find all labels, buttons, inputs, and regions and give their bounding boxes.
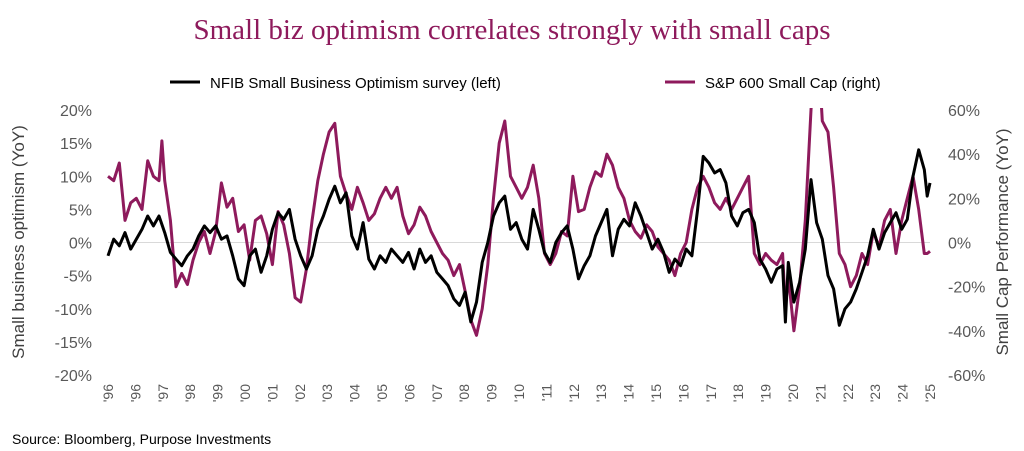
source-note: Source: Bloomberg, Purpose Investments (12, 431, 272, 447)
legend-nfib-label: NFIB Small Business Optimism survey (lef… (210, 75, 501, 92)
x-tick-label: '19 (758, 384, 774, 402)
x-tick-label: '97 (155, 384, 171, 402)
x-tick-label: '00 (237, 384, 253, 402)
legend-sp600-label: S&P 600 Small Cap (right) (705, 75, 881, 92)
left-tick-label: 0% (69, 236, 92, 253)
left-tick-label: -5% (64, 269, 92, 286)
left-tick-label: 20% (60, 103, 92, 120)
chart-title: Small biz optimism correlates strongly w… (193, 14, 831, 46)
x-tick-label: '24 (895, 384, 911, 402)
x-tick-label: '18 (730, 384, 746, 402)
x-tick-label: '07 (429, 384, 445, 402)
x-tick-label: '14 (621, 384, 637, 402)
left-tick-label: -20% (55, 368, 92, 385)
x-tick-label: '17 (703, 384, 719, 402)
x-tick-label: '04 (347, 384, 363, 402)
left-tick-label: 5% (69, 202, 92, 219)
left-tick-label: -10% (55, 302, 92, 319)
x-tick-label: '12 (566, 384, 582, 402)
left-axis-label: Small business optimism (YoY) (9, 125, 28, 359)
left-axis: 20% 15% 10% 5% 0% -5% -10% -15% -20% (55, 103, 92, 385)
x-tick-label: '23 (867, 384, 883, 402)
x-tick-label: '21 (812, 384, 828, 402)
x-tick-label: '11 (538, 384, 554, 401)
left-tick-label: 10% (60, 169, 92, 186)
x-tick-label: '96 (127, 384, 143, 402)
x-tick-label: '03 (319, 384, 335, 402)
x-tick-label: '98 (182, 384, 198, 402)
right-tick-label: -20% (948, 280, 985, 297)
right-tick-label: -60% (948, 368, 985, 385)
x-tick-label: '20 (785, 384, 801, 402)
right-tick-label: 60% (948, 103, 980, 120)
left-tick-label: 15% (60, 136, 92, 153)
x-tick-label: '25 (922, 384, 938, 402)
x-tick-label: '10 (511, 384, 527, 402)
right-tick-label: 0% (948, 236, 971, 253)
x-tick-label: '99 (210, 384, 226, 402)
left-tick-label: -15% (55, 335, 92, 352)
x-axis: '96 '96 '97 '98 '99 '00 '01 '02 '03 '04 '05 '06 '07 '… (100, 384, 938, 402)
series-line-sp600 (107, 108, 931, 337)
right-tick-label: -40% (948, 324, 985, 341)
series-line-nfib (106, 148, 932, 327)
legend: NFIB Small Business Optimism survey (lef… (170, 75, 881, 92)
x-tick-label: '05 (374, 384, 390, 402)
x-tick-label: '16 (675, 384, 691, 402)
x-tick-label: '96 (100, 384, 116, 402)
right-tick-label: 40% (948, 147, 980, 164)
x-tick-label: '22 (840, 384, 856, 402)
x-tick-label: '09 (484, 384, 500, 402)
right-axis-label: Small Cap Performance (YoY) (993, 128, 1012, 355)
x-tick-label: '15 (648, 384, 664, 402)
x-tick-label: '08 (456, 384, 472, 402)
x-tick-label: '13 (593, 384, 609, 402)
x-tick-label: '02 (292, 384, 308, 402)
x-tick-label: '06 (401, 384, 417, 402)
right-tick-label: 20% (948, 191, 980, 208)
right-axis: 60% 40% 20% 0% -20% -40% -60% (948, 103, 985, 385)
x-tick-label: '01 (264, 384, 280, 402)
